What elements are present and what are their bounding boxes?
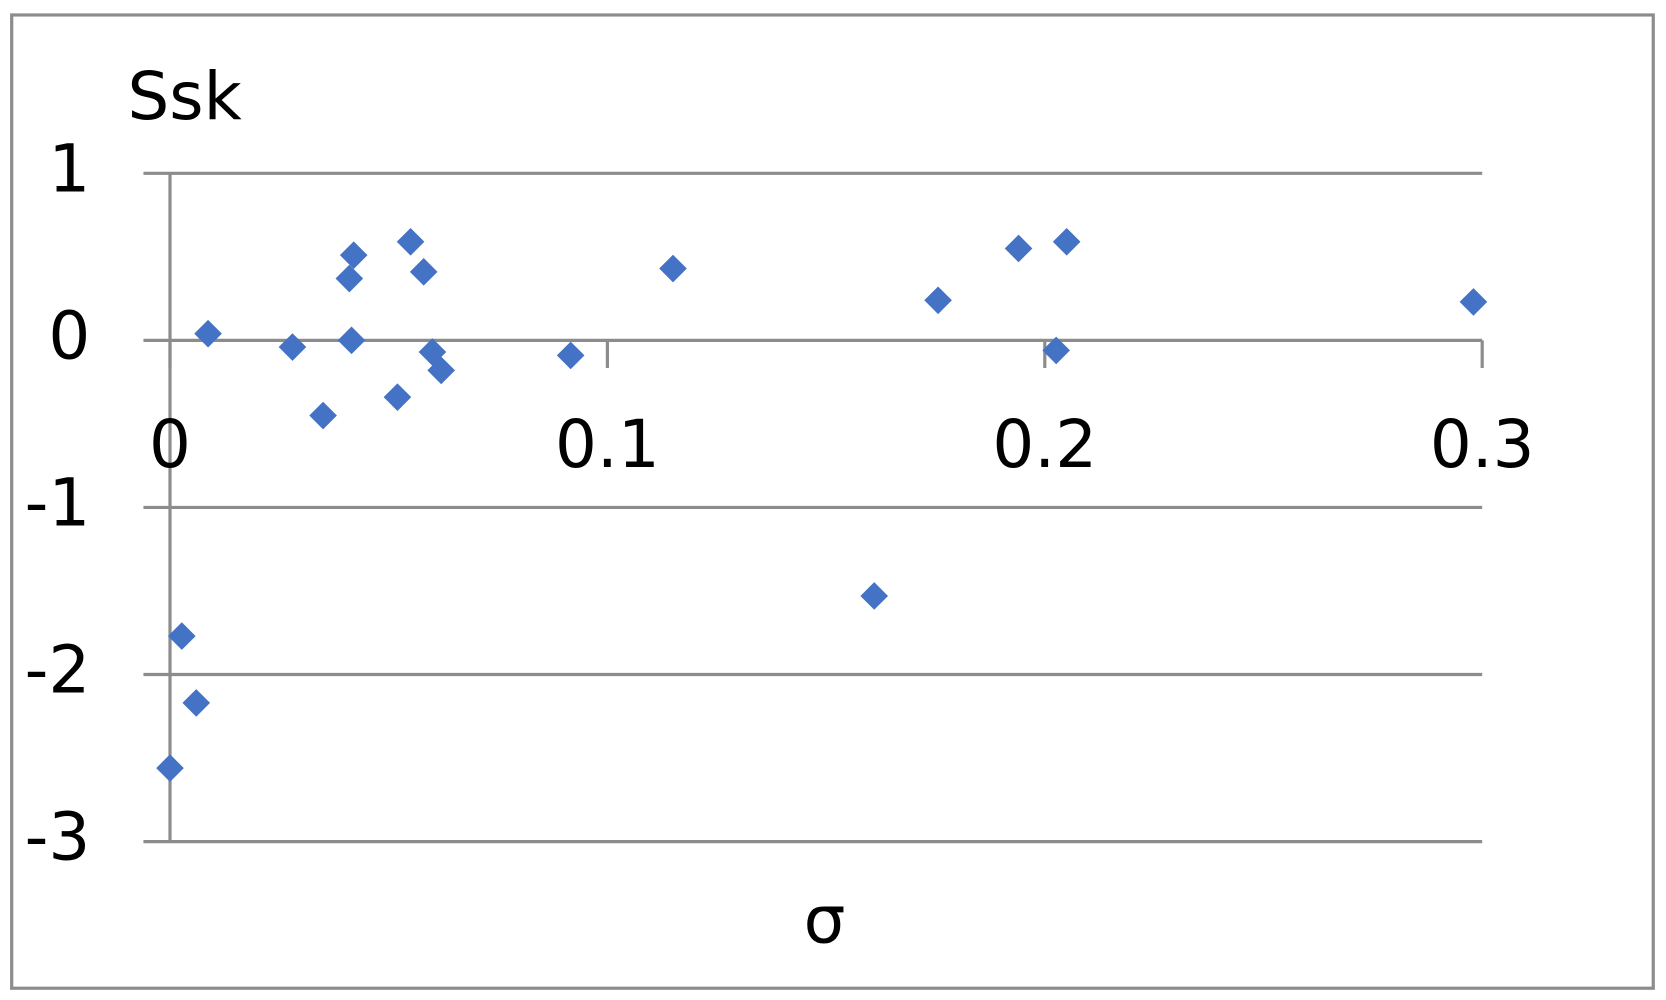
point — [194, 319, 222, 348]
y-tick-label: 0 — [48, 297, 90, 374]
x-tick-label: 0.1 — [555, 406, 660, 483]
point — [396, 227, 425, 256]
point — [182, 689, 211, 717]
y-tick-label: -2 — [25, 632, 91, 709]
point — [1004, 234, 1033, 263]
point — [427, 356, 455, 385]
y-axis-label: Ssk — [128, 58, 242, 135]
point — [383, 383, 412, 411]
point — [1042, 336, 1070, 365]
y-tick-label: -1 — [25, 465, 91, 542]
point — [556, 341, 585, 370]
point — [156, 754, 184, 782]
point — [1052, 227, 1081, 256]
point — [860, 582, 889, 610]
point — [335, 264, 364, 293]
x-tick-label: 0.2 — [992, 406, 1097, 483]
x-tick-label: 0 — [149, 406, 191, 483]
point — [339, 241, 368, 269]
point — [409, 258, 438, 286]
point — [309, 401, 337, 430]
chart-border — [10, 13, 1655, 990]
x-axis-label: σ — [804, 882, 846, 959]
y-tick-label: -3 — [25, 799, 91, 876]
point — [278, 333, 307, 361]
point — [167, 622, 196, 650]
point — [924, 286, 952, 315]
y-tick-label: 1 — [48, 130, 90, 207]
point — [337, 326, 366, 355]
point — [1459, 288, 1488, 316]
x-tick-label: 0.3 — [1430, 406, 1535, 483]
